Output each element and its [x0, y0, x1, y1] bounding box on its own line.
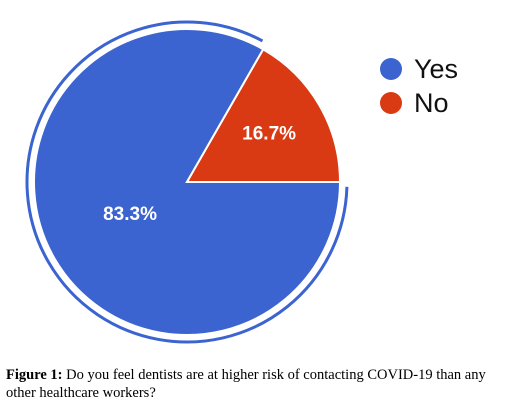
data-label-no: 16.7%: [242, 123, 296, 144]
caption-lead: Figure 1:: [6, 367, 63, 383]
pie-chart: 83.3% 16.7%: [25, 20, 349, 344]
caption-text: Do you feel dentists are at higher risk …: [6, 367, 486, 401]
legend: Yes No: [380, 52, 458, 120]
legend-dot-no: [380, 92, 402, 114]
legend-label-yes: Yes: [414, 53, 459, 84]
data-label-yes: 83.3%: [103, 204, 157, 225]
legend-item-no: No: [380, 86, 458, 120]
legend-item-yes: Yes: [380, 52, 458, 86]
slice-yes-outline: [25, 20, 349, 344]
slice-no: [185, 47, 342, 183]
figure-caption: Figure 1: Do you feel dentists are at hi…: [6, 366, 506, 402]
legend-dot-yes: [380, 58, 402, 80]
legend-label-no: No: [414, 87, 449, 118]
